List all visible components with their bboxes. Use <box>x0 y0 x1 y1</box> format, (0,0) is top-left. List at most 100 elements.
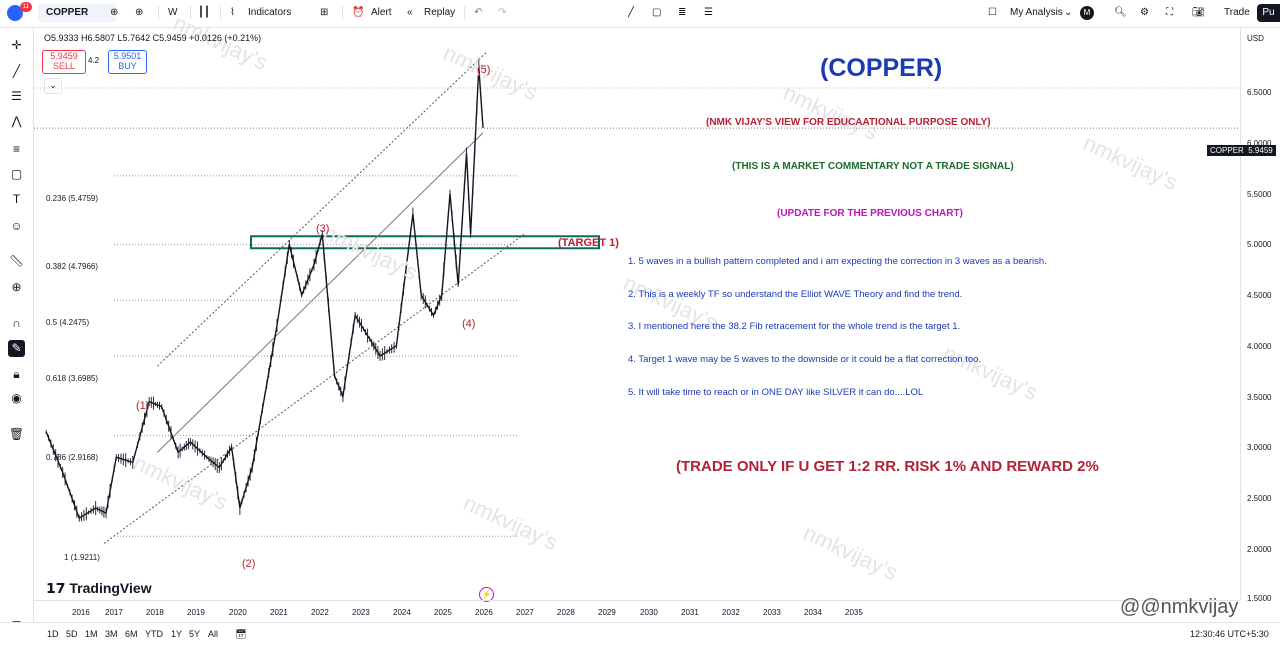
analysis-point: 1. 5 waves in a bullish pattern complete… <box>628 256 1047 267</box>
price-chart[interactable] <box>34 28 1240 600</box>
trend-line-icon[interactable]: ╱ <box>12 64 21 78</box>
undo-icon[interactable]: ↶ <box>474 7 483 18</box>
channel-upper <box>157 51 488 367</box>
price-tick: 4.5000 <box>1247 291 1272 300</box>
emoji-icon[interactable]: ☺ <box>10 219 23 233</box>
analysis-point: 5. It will take time to reach or in ONE … <box>628 387 924 398</box>
currency-label[interactable]: USD <box>1247 34 1264 43</box>
gear-icon[interactable]: ⚙ <box>1140 7 1149 18</box>
time-tick: 2035 <box>845 608 863 617</box>
time-tick: 2022 <box>311 608 329 617</box>
timeframe-button[interactable]: 1D <box>47 629 59 639</box>
text-icon[interactable]: T <box>12 192 21 206</box>
analysis-point: 2. This is a weekly TF so understand the… <box>628 289 963 300</box>
wave-label-5: (5) <box>477 64 491 76</box>
lock-icon[interactable]: 🔒︎ <box>13 367 20 381</box>
templates-icon[interactable]: ⊞ <box>320 7 329 18</box>
drawing-mode-icon[interactable]: ✎ <box>8 340 25 357</box>
chart-title: (COPPER) <box>820 54 943 82</box>
eye-icon[interactable]: ◉ <box>11 391 22 405</box>
fib-icon[interactable]: ≣ <box>678 7 687 18</box>
add-symbol-icon[interactable]: ⊕ <box>135 7 144 18</box>
magnet-icon[interactable]: ∩ <box>12 316 21 330</box>
lightning-icon[interactable]: ⚡ <box>479 587 494 602</box>
search-icon[interactable]: 🔍︎ <box>1114 7 1127 18</box>
timeframe-button[interactable]: 3M <box>105 629 118 639</box>
rectangle-icon[interactable]: ▢ <box>652 7 662 18</box>
interval-selector[interactable]: W <box>168 7 178 18</box>
layout-name[interactable]: My Analysis <box>1010 7 1063 18</box>
timeframe-button[interactable]: 5Y <box>189 629 201 639</box>
fullscreen-icon[interactable]: ⛶ <box>1166 7 1173 18</box>
commentary-note: (THIS IS A MARKET COMMENTARY NOT A TRADE… <box>732 161 1014 172</box>
update-note: (UPDATE FOR THE PREVIOUS CHART) <box>777 208 963 219</box>
fib-label: 0.5 (4.2475) <box>46 318 90 327</box>
timeframe-button[interactable]: YTD <box>145 629 163 639</box>
drawing-toolbar: ✛ ╱ ☰ ⋀ ≡ ▢ T ☺ 📏︎ ⊕ ∩ ✎ 🔒︎ ◉ 🗑︎ ⊞ <box>0 28 34 645</box>
time-tick: 2028 <box>557 608 575 617</box>
chevron-down-icon[interactable]: ⌄ <box>1064 7 1073 18</box>
symbol-search[interactable]: COPPER <box>38 4 116 22</box>
collapse-legend-icon[interactable]: ⌄ <box>44 78 62 94</box>
time-tick: 2033 <box>763 608 781 617</box>
chart-type-icon[interactable]: ┃┃ <box>198 7 211 18</box>
bottom-toolbar: 📅︎ 12:30:46 UTC+5:30 1D 5D 1M 3M 6M YTD 1Y 5Y Al… <box>0 622 1280 646</box>
top-toolbar: 11 COPPER ⊕ ⊕ W ┃┃ ⌇ Indicators ⊞ ⏰ Aler… <box>0 0 1280 28</box>
price-tick: 6.5000 <box>1247 88 1272 97</box>
time-tick: 2031 <box>681 608 699 617</box>
pattern-icon[interactable]: ⋀ <box>11 114 22 128</box>
price-axis[interactable]: USD 6.5000 6.0000 5.5000 5.0000 4.5000 4… <box>1240 28 1280 603</box>
time-tick: 2027 <box>516 608 534 617</box>
trash-icon[interactable]: 🗑︎ <box>8 427 25 441</box>
price-tick: 5.0000 <box>1247 240 1272 249</box>
clock[interactable]: 12:30:46 UTC+5:30 <box>1190 629 1269 639</box>
tradingview-logo: 𝟭𝟳 TradingView <box>46 580 152 596</box>
time-tick: 2026 <box>475 608 493 617</box>
drawing-line-icon[interactable]: ╱ <box>628 7 635 18</box>
price-tick: 3.0000 <box>1247 443 1272 452</box>
tv-logo-icon: 𝟭𝟳 <box>46 580 70 596</box>
settings-lines-icon[interactable]: ☰ <box>704 7 713 18</box>
replay-icon[interactable]: « <box>407 7 413 18</box>
shape-icon[interactable]: ▢ <box>10 167 23 181</box>
date-range-icon[interactable]: 📅︎ <box>235 629 247 639</box>
ruler-icon[interactable]: 📏︎ <box>8 254 25 268</box>
indicators-button[interactable]: Indicators <box>248 7 292 18</box>
trade-rule-note: (TRADE ONLY IF U GET 1:2 RR. RISK 1% AND… <box>676 458 1099 475</box>
publish-button[interactable]: Pu <box>1257 4 1280 22</box>
layout-badge[interactable]: M <box>1080 6 1094 20</box>
timeframe-button[interactable]: 5D <box>66 629 78 639</box>
time-tick: 2017 <box>105 608 123 617</box>
sell-button[interactable]: 5.9459 SELL <box>42 50 86 74</box>
buy-button[interactable]: 5.9501 BUY <box>108 50 147 74</box>
timeframe-button[interactable]: 6M <box>125 629 138 639</box>
time-axis[interactable]: 2016 2017 2018 2019 2020 2021 2022 2023 2024 2025… <box>34 600 1240 621</box>
indicators-icon[interactable]: ⌇ <box>230 7 235 18</box>
timeframe-button[interactable]: 1M <box>85 629 98 639</box>
alert-button[interactable]: Alert <box>371 7 392 18</box>
buy-price: 5.9501 <box>113 51 142 61</box>
fib-retracement-icon[interactable]: ☰ <box>11 89 22 103</box>
camera-icon[interactable]: 📷︎ <box>1192 7 1205 18</box>
price-tick: 2.5000 <box>1247 494 1272 503</box>
trade-button[interactable]: Trade <box>1224 7 1250 18</box>
checkbox-icon[interactable]: ☐ <box>988 7 997 18</box>
crosshair-icon[interactable]: ✛ <box>11 38 22 52</box>
forecast-icon[interactable]: ≡ <box>12 142 20 156</box>
price-tick: 1.5000 <box>1247 594 1272 603</box>
zoom-icon[interactable]: ⊕ <box>11 280 22 294</box>
price-tick: 6.0000 <box>1247 139 1272 148</box>
alert-icon[interactable]: ⏰ <box>352 7 365 18</box>
time-tick: 2024 <box>393 608 411 617</box>
wave-label-3: (3) <box>316 223 330 235</box>
time-tick: 2025 <box>434 608 452 617</box>
compare-icon[interactable]: ⊕ <box>110 7 119 18</box>
time-tick: 2029 <box>598 608 616 617</box>
replay-button[interactable]: Replay <box>424 7 456 18</box>
sell-label: SELL <box>52 61 76 71</box>
disclaimer-note: (NMK VIJAY'S VIEW FOR EDUCAATIONAL PURPO… <box>706 117 991 128</box>
timeframe-button[interactable]: 1Y <box>171 629 183 639</box>
redo-icon[interactable]: ↷ <box>498 7 507 18</box>
user-avatar[interactable] <box>7 5 23 21</box>
timeframe-button[interactable]: All <box>208 629 219 639</box>
